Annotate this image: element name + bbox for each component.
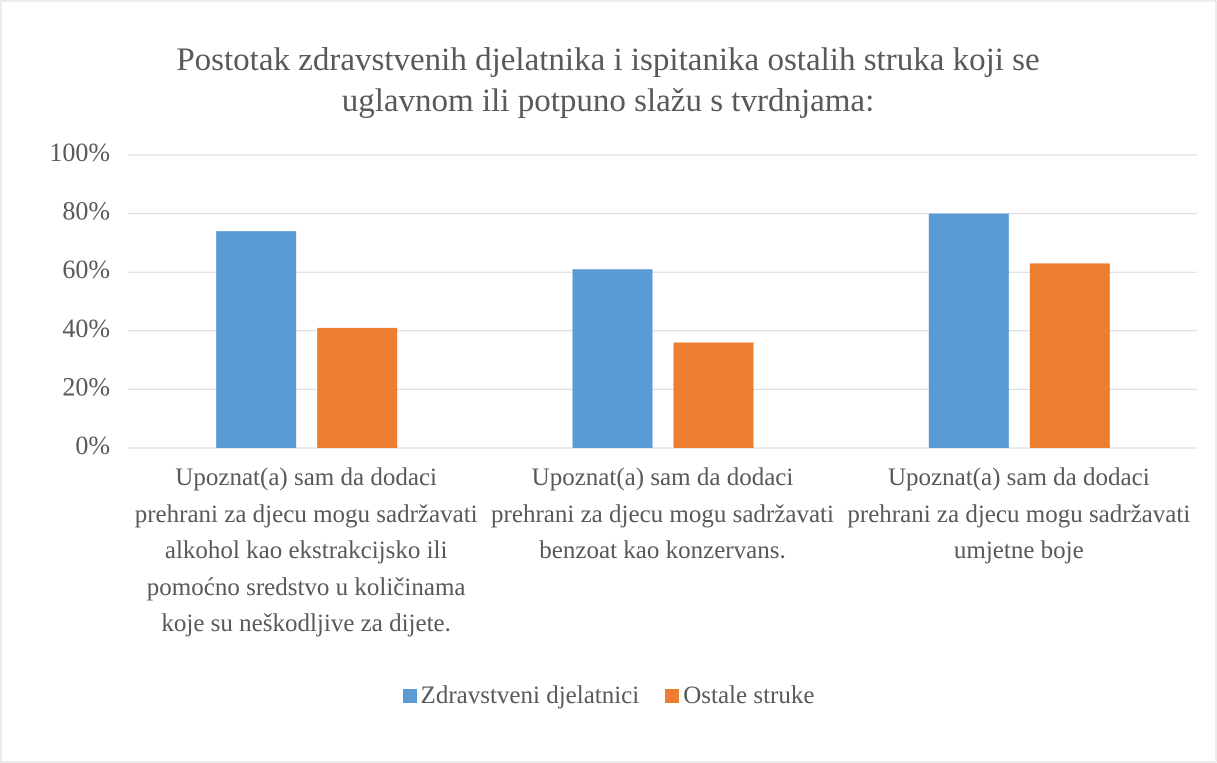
y-tick-label: 100% bbox=[49, 138, 110, 167]
legend-label: Zdravstveni djelatnici bbox=[420, 682, 640, 709]
bar bbox=[216, 231, 297, 448]
y-tick-label: 60% bbox=[62, 255, 110, 284]
x-tick-label: Upoznat(a) sam da dodaci prehrani za dje… bbox=[134, 464, 478, 637]
x-tick-label: Upoznat(a) sam da dodaci prehrani za dje… bbox=[847, 464, 1191, 564]
y-tick-label: 40% bbox=[62, 314, 110, 343]
legend-swatch bbox=[402, 689, 417, 703]
bar bbox=[572, 269, 653, 448]
bar bbox=[317, 327, 398, 448]
bar bbox=[928, 213, 1009, 448]
legend-item: Ostale struke bbox=[665, 682, 814, 710]
legend-label: Ostale struke bbox=[683, 682, 815, 709]
x-tick-label: Upoznat(a) sam da dodaci prehrani za dje… bbox=[491, 464, 834, 564]
legend: Zdravstveni djelatnici Ostale struke bbox=[0, 682, 1217, 710]
y-tick-label: 20% bbox=[62, 372, 110, 401]
y-tick-label: 80% bbox=[62, 197, 110, 226]
chart-title: Postotak zdravstvenih djelatnika i ispit… bbox=[176, 42, 1040, 119]
y-tick-label: 0% bbox=[75, 431, 110, 460]
legend-item: Zdravstveni djelatnici bbox=[402, 682, 640, 710]
bar bbox=[1029, 263, 1110, 448]
bar bbox=[673, 342, 754, 448]
legend-swatch bbox=[665, 689, 680, 703]
